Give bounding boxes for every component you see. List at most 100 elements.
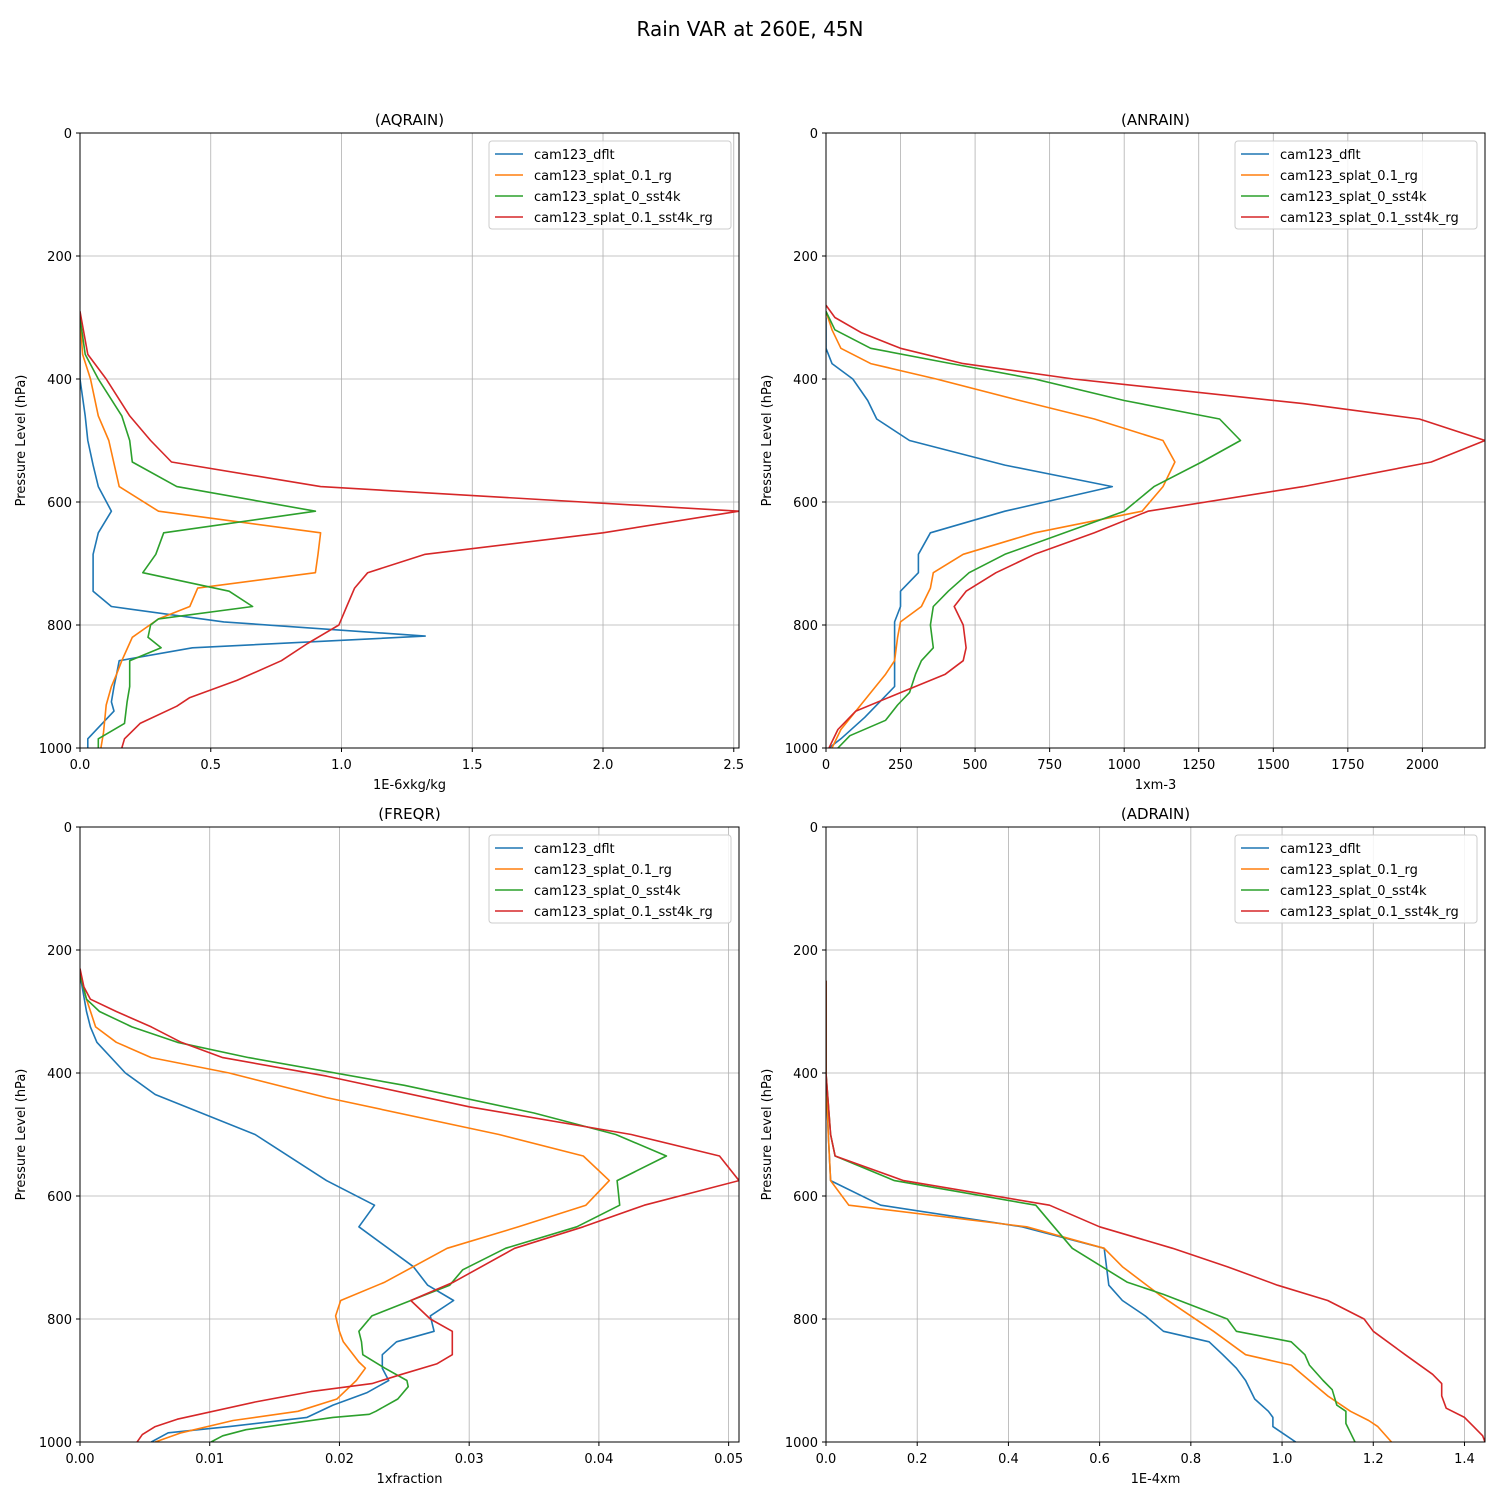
series-line-cam123-dflt xyxy=(80,311,427,748)
x-tick-label: 1250 xyxy=(1182,758,1215,773)
x-tick-label: 0.03 xyxy=(455,1452,484,1467)
y-tick-label: 800 xyxy=(47,619,72,634)
plot-frame xyxy=(825,826,1486,1443)
panel-title: (ADRAIN) xyxy=(1121,805,1190,823)
legend-box xyxy=(1234,834,1478,924)
x-tick-label: 1.0 xyxy=(331,758,352,773)
y-axis-label: Pressure Level (hPa) xyxy=(14,375,29,507)
legend-label: cam123_dflt xyxy=(534,842,615,857)
y-tick-label: 600 xyxy=(793,496,818,511)
legend-box xyxy=(488,834,732,924)
legend: cam123_dflt cam123_splat_0.1_rg cam123_spl… xyxy=(1234,140,1478,230)
legend-label: cam123_splat_0.1_sst4k_rg xyxy=(1280,211,1459,226)
legend-label: cam123_splat_0.1_rg xyxy=(1280,863,1418,878)
x-tick-label: 0.8 xyxy=(1181,1452,1202,1467)
y-tick-label: 1000 xyxy=(785,1436,818,1451)
y-tick-label: 400 xyxy=(47,1067,72,1082)
panel-adrain: 0.0 0.2 0.4 0.6 0.8 1.0 1.2 1.4 0 200 400 600 800 100… xyxy=(760,805,1486,1487)
legend-label: cam123_splat_0.1_sst4k_rg xyxy=(534,905,713,920)
x-tick-label: 0.0 xyxy=(70,758,91,773)
y-tick-label: 200 xyxy=(793,944,818,959)
legend-label: cam123_splat_0_sst4k xyxy=(534,190,681,205)
y-tick-label: 400 xyxy=(47,373,72,388)
series-line-cam123-splat-0-sst4k xyxy=(80,317,317,748)
x-tick-label: 0.5 xyxy=(200,758,221,773)
y-tick-label: 0 xyxy=(810,821,818,836)
x-tick-label: 1.4 xyxy=(1454,1452,1475,1467)
legend-label: cam123_splat_0_sst4k xyxy=(534,884,681,899)
x-tick-label: 0.01 xyxy=(195,1452,224,1467)
legend: cam123_dflt cam123_splat_0.1_rg cam123_spl… xyxy=(488,140,732,230)
plot-frame xyxy=(79,826,740,1443)
series-line-cam123-splat-0-1-rg xyxy=(80,317,322,748)
legend-label: cam123_dflt xyxy=(1280,842,1361,857)
legend-label: cam123_splat_0_sst4k xyxy=(1280,190,1427,205)
legend-label: cam123_splat_0.1_sst4k_rg xyxy=(1280,905,1459,920)
x-tick-label: 0.04 xyxy=(584,1452,613,1467)
x-axis-label: 1E-6xkg/kg xyxy=(373,778,446,793)
x-tick-label: 0.2 xyxy=(907,1452,928,1467)
x-tick-label: 250 xyxy=(888,758,913,773)
series-line-cam123-dflt xyxy=(80,974,455,1442)
x-tick-label: 0.05 xyxy=(714,1452,743,1467)
x-tick-label: 2000 xyxy=(1406,758,1439,773)
legend-label: cam123_splat_0.1_rg xyxy=(1280,169,1418,184)
y-tick-label: 0 xyxy=(64,127,72,142)
x-tick-label: 750 xyxy=(1037,758,1062,773)
series-line-cam123-splat-0-1-rg xyxy=(826,311,1176,748)
series-line-cam123-splat-0-1-sst4k-rg xyxy=(826,980,1485,1442)
y-tick-label: 600 xyxy=(793,1190,818,1205)
y-tick-label: 800 xyxy=(47,1313,72,1328)
series-line-cam123-dflt xyxy=(826,980,1297,1442)
y-tick-label: 800 xyxy=(793,1313,818,1328)
y-tick-label: 200 xyxy=(47,944,72,959)
plot-area xyxy=(826,133,1485,748)
y-tick-label: 1000 xyxy=(39,742,72,757)
y-tick-label: 400 xyxy=(793,373,818,388)
y-tick-label: 600 xyxy=(47,496,72,511)
y-axis-label: Pressure Level (hPa) xyxy=(760,375,775,507)
x-tick-label: 1000 xyxy=(1108,758,1141,773)
legend-label: cam123_splat_0.1_rg xyxy=(534,863,672,878)
y-tick-label: 0 xyxy=(810,127,818,142)
x-tick-label: 500 xyxy=(963,758,988,773)
figure-title: Rain VAR at 260E, 45N xyxy=(636,17,863,41)
x-tick-label: 0.0 xyxy=(816,1452,837,1467)
x-tick-label: 1500 xyxy=(1257,758,1290,773)
legend-label: cam123_splat_0.1_rg xyxy=(534,169,672,184)
y-axis-label: Pressure Level (hPa) xyxy=(760,1069,775,1201)
panel-title: (FREQR) xyxy=(378,805,440,823)
series-line-cam123-splat-0-sst4k xyxy=(826,311,1242,748)
series-line-cam123-splat-0-1-sst4k-rg xyxy=(80,311,739,748)
x-axis-label: 1xfraction xyxy=(377,1472,443,1487)
x-axis-label: 1xm-3 xyxy=(1135,778,1177,793)
series-line-cam123-splat-0-1-rg xyxy=(80,974,611,1442)
x-tick-label: 0.6 xyxy=(1089,1452,1110,1467)
x-axis-label: 1E-4xm xyxy=(1131,1472,1181,1487)
plot-frame xyxy=(825,132,1486,749)
legend-label: cam123_splat_0.1_sst4k_rg xyxy=(534,211,713,226)
y-tick-label: 400 xyxy=(793,1067,818,1082)
plot-area xyxy=(826,827,1485,1442)
series-line-cam123-splat-0-1-rg xyxy=(826,980,1393,1442)
legend-box xyxy=(1234,140,1478,230)
y-tick-label: 0 xyxy=(64,821,72,836)
series-line-cam123-splat-0-sst4k xyxy=(826,980,1356,1442)
x-tick-label: 1.5 xyxy=(462,758,483,773)
series-line-cam123-splat-0-1-sst4k-rg xyxy=(80,968,739,1442)
legend-box xyxy=(488,140,732,230)
legend-label: cam123_dflt xyxy=(1280,148,1361,163)
series-line-cam123-dflt xyxy=(826,317,1114,748)
x-tick-label: 2.5 xyxy=(723,758,744,773)
plot-frame xyxy=(79,132,740,749)
x-tick-label: 1.2 xyxy=(1363,1452,1384,1467)
x-tick-label: 0.00 xyxy=(66,1452,95,1467)
y-tick-label: 1000 xyxy=(39,1436,72,1451)
x-tick-label: 0 xyxy=(822,758,830,773)
panel-freqr: 0.00 0.01 0.02 0.03 0.04 0.05 0 200 400 600 800 100… xyxy=(14,805,743,1487)
y-tick-label: 600 xyxy=(47,1190,72,1205)
series-line-cam123-splat-0-sst4k xyxy=(80,974,668,1442)
y-tick-label: 800 xyxy=(793,619,818,634)
panel-title: (AQRAIN) xyxy=(375,111,444,129)
